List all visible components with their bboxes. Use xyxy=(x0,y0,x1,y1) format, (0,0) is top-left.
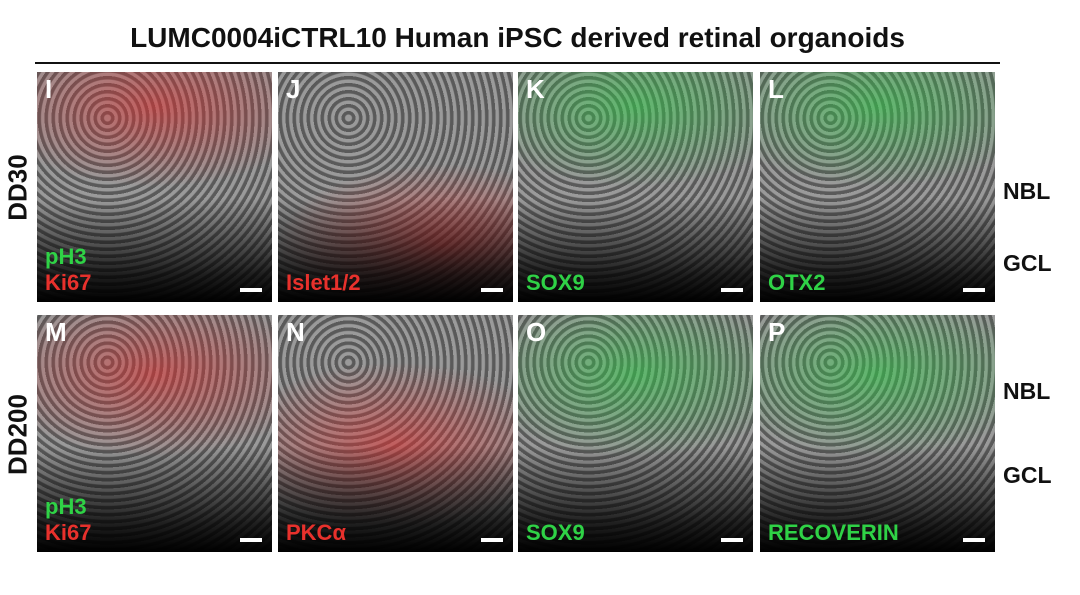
layer-label: GCL xyxy=(1003,250,1052,276)
marker-label: Ki67 xyxy=(45,270,92,295)
panel-letter: J xyxy=(286,74,301,104)
micrograph-panel: O SOX9 xyxy=(518,315,753,552)
panel-letter: P xyxy=(768,317,786,347)
marker-label: Islet1/2 xyxy=(286,270,361,295)
scale-bar xyxy=(481,538,503,542)
row-label: DD30 xyxy=(2,154,33,221)
scale-bar xyxy=(481,288,503,292)
scale-bar xyxy=(240,288,262,292)
scale-bar xyxy=(721,288,743,292)
panel-letter: M xyxy=(45,317,67,347)
scale-bar xyxy=(963,538,985,542)
marker-label: pH3 xyxy=(45,244,87,269)
row-label: DD200 xyxy=(2,393,33,475)
figure-title: LUMC0004iCTRL10 Human iPSC derived retin… xyxy=(130,22,905,53)
marker-label: Ki67 xyxy=(45,520,92,545)
panel-letter: K xyxy=(526,74,545,104)
marker-label: RECOVERIN xyxy=(768,520,899,545)
panel-letter: O xyxy=(526,317,547,347)
panel-letter: L xyxy=(768,74,784,104)
micrograph-panel: P RECOVERIN xyxy=(760,315,995,552)
layer-label: GCL xyxy=(1003,462,1052,488)
panel-letter: I xyxy=(45,74,53,104)
marker-label: SOX9 xyxy=(526,270,585,295)
panel-letter: N xyxy=(286,317,305,347)
micrograph-panel: L OTX2 xyxy=(760,72,995,302)
scale-bar xyxy=(963,288,985,292)
marker-label: SOX9 xyxy=(526,520,585,545)
micrograph-panel: N PKCα xyxy=(278,315,513,552)
title-rule xyxy=(35,62,1000,64)
marker-label: pH3 xyxy=(45,494,87,519)
marker-label: PKCα xyxy=(286,520,346,545)
micrograph-panel: J Islet1/2 xyxy=(278,72,513,302)
scale-bar xyxy=(240,538,262,542)
layer-label: NBL xyxy=(1003,378,1051,404)
layer-label: NBL xyxy=(1003,178,1051,204)
micrograph-panel: K SOX9 xyxy=(518,72,753,302)
marker-label: OTX2 xyxy=(768,270,826,295)
scale-bar xyxy=(721,538,743,542)
